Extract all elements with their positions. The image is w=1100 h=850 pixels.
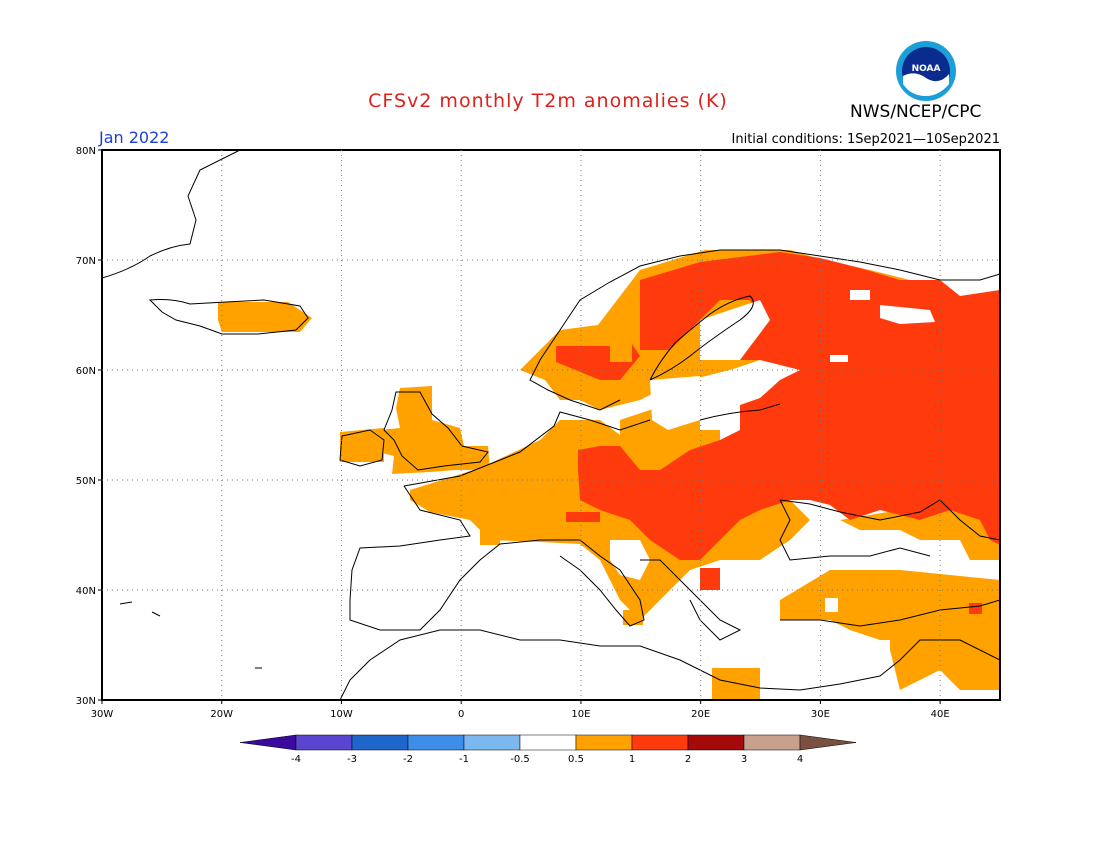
colorbar-tick-label: 3 [741, 754, 747, 765]
longitude-labels: 30W 20W 10W 0 10E 20E 30E 40E [91, 709, 950, 720]
organization-label: NWS/NCEP/CPC [850, 102, 982, 122]
noaa-logo: NOAA [896, 41, 956, 101]
colorbar-tick-label: 0.5 [568, 754, 584, 765]
lat-label: 40N [76, 586, 96, 597]
lon-label: 30E [811, 709, 830, 720]
colorbar-segment [519, 734, 577, 751]
lat-label: 80N [76, 146, 96, 157]
colorbar-segment [295, 734, 353, 751]
lat-label: 50N [76, 476, 96, 487]
colorbar-segment [463, 734, 521, 751]
lon-label: 30W [91, 709, 114, 720]
colorbar [239, 734, 857, 751]
lon-label: 0 [458, 709, 464, 720]
initial-conditions-label: Initial conditions: 1Sep2021—10Sep2021 [731, 132, 1000, 147]
lon-label: 10W [330, 709, 353, 720]
anomaly-region-1-2 [556, 252, 1000, 614]
graticule [98, 149, 1000, 704]
colorbar-tick-label: -1 [459, 754, 469, 765]
colorbar-segment [351, 734, 409, 751]
colorbar-segment [687, 734, 745, 751]
colorbar-segment [575, 734, 633, 751]
neutral-patches [610, 290, 960, 660]
lon-label: 20E [691, 709, 710, 720]
latitude-labels: 80N 70N 60N 50N 40N 30N [76, 146, 96, 707]
chart-title: CFSv2 monthly T2m anomalies (K) [368, 90, 728, 112]
forecast-month: Jan 2022 [99, 128, 170, 147]
lon-label: 20W [210, 709, 233, 720]
colorbar-tick-label: -0.5 [510, 754, 530, 765]
lon-label: 10E [571, 709, 590, 720]
colorbar-tick-label: -3 [347, 754, 357, 765]
colorbar-tick-label: 4 [797, 754, 803, 765]
colorbar-segment [631, 734, 689, 751]
map-frame [101, 149, 1001, 701]
lon-label: 40E [931, 709, 950, 720]
colorbar-tick-labels: -4 -3 -2 -1 -0.5 0.5 1 2 3 4 [291, 754, 803, 765]
colorbar-upper-arrow [799, 734, 857, 751]
lat-label: 60N [76, 366, 96, 377]
colorbar-tick-label: 2 [685, 754, 691, 765]
colorbar-segment [407, 734, 465, 751]
colorbar-tick-label: -4 [291, 754, 301, 765]
lat-label: 70N [76, 256, 96, 267]
colorbar-tick-label: -2 [403, 754, 413, 765]
svg-text:NOAA: NOAA [912, 64, 941, 74]
lat-label: 30N [76, 696, 96, 707]
colorbar-tick-label: 1 [629, 754, 635, 765]
colorbar-segment [743, 734, 801, 751]
colorbar-lower-arrow [239, 734, 297, 751]
